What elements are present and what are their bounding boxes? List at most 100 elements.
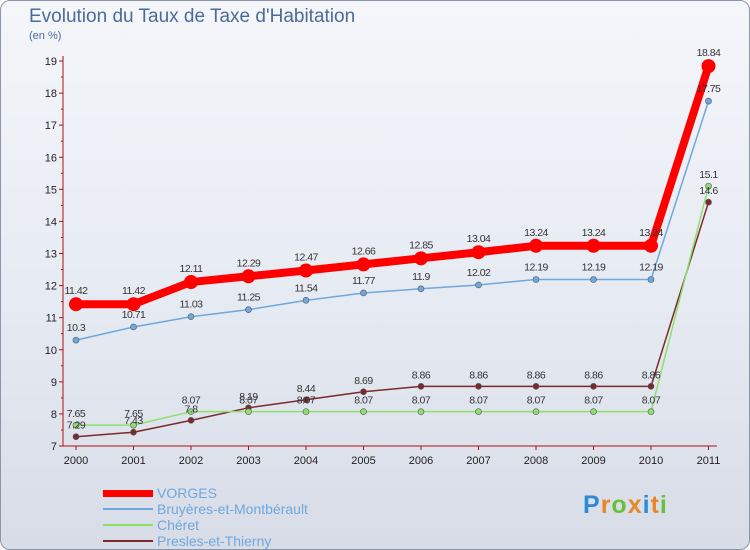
logo-letter: i bbox=[659, 491, 668, 519]
series-line-1 bbox=[75, 100, 710, 341]
legend-swatch bbox=[103, 524, 153, 526]
legend-label: Bruyères-et-Montbérault bbox=[157, 501, 308, 517]
data-label: 13.24 bbox=[524, 227, 548, 239]
data-point bbox=[590, 276, 597, 283]
y-tick-label: 7 bbox=[51, 441, 57, 453]
chart-legend: VORGES Bruyères-et-Montbérault Chéret Presl… bbox=[103, 485, 308, 549]
proxiti-logo: Proxiti bbox=[583, 491, 668, 520]
data-point bbox=[417, 285, 425, 293]
data-point bbox=[529, 238, 543, 253]
data-label: 11.25 bbox=[237, 292, 261, 304]
data-point bbox=[705, 97, 712, 105]
chart-unit: (en %) bbox=[29, 30, 62, 42]
data-label: 8.07 bbox=[584, 395, 603, 407]
data-label: 18.84 bbox=[697, 47, 721, 59]
data-label: 11.42 bbox=[122, 285, 146, 297]
series-line-2 bbox=[75, 185, 710, 426]
x-tick-label: 2002 bbox=[179, 455, 203, 467]
data-label: 11.77 bbox=[352, 275, 376, 287]
y-tick-label: 18 bbox=[45, 88, 57, 100]
data-label: 10.71 bbox=[122, 309, 146, 321]
x-tick-label: 2001 bbox=[121, 455, 145, 467]
data-label: 10.3 bbox=[67, 322, 86, 334]
data-label: 7.65 bbox=[67, 408, 86, 420]
data-label: 11.03 bbox=[180, 299, 204, 311]
data-label: 8.07 bbox=[297, 395, 316, 407]
data-label: 8.07 bbox=[412, 395, 431, 407]
data-point bbox=[72, 336, 80, 344]
data-point bbox=[590, 408, 597, 415]
data-point bbox=[299, 263, 313, 278]
data-point bbox=[647, 383, 655, 390]
data-point bbox=[414, 251, 428, 266]
x-tick-label: 2000 bbox=[64, 455, 88, 467]
data-point bbox=[475, 281, 482, 289]
legend-item: VORGES bbox=[103, 485, 308, 501]
data-label: 8.86 bbox=[469, 369, 488, 381]
data-label: 7.8 bbox=[184, 403, 198, 415]
data-point bbox=[532, 408, 540, 415]
legend-label: Chéret bbox=[157, 517, 200, 533]
y-tick-label: 16 bbox=[45, 152, 57, 164]
data-point bbox=[360, 408, 367, 415]
data-label: 11.42 bbox=[65, 285, 89, 297]
data-label: 8.86 bbox=[642, 369, 661, 381]
data-label: 12.29 bbox=[237, 257, 261, 269]
data-point bbox=[302, 396, 310, 404]
data-point bbox=[701, 59, 716, 74]
data-label: 12.19 bbox=[524, 261, 548, 273]
legend-swatch bbox=[103, 540, 153, 542]
data-point bbox=[302, 297, 310, 304]
data-label: 11.54 bbox=[295, 282, 319, 294]
data-point bbox=[69, 297, 83, 312]
data-point bbox=[360, 289, 367, 297]
data-label: 12.11 bbox=[180, 263, 204, 275]
data-label: 8.07 bbox=[469, 395, 488, 407]
data-label: 8.07 bbox=[239, 395, 258, 407]
logo-letter: t bbox=[650, 491, 660, 519]
x-tick-label: 2009 bbox=[581, 455, 605, 467]
data-label: 12.66 bbox=[352, 245, 376, 257]
data-point bbox=[187, 408, 195, 415]
data-point bbox=[532, 276, 540, 283]
data-label: 7.29 bbox=[67, 420, 86, 432]
data-label: 8.07 bbox=[182, 395, 201, 407]
y-tick-label: 12 bbox=[45, 281, 57, 293]
chart-title: Evolution du Taux de Taxe d'Habitation bbox=[29, 6, 356, 27]
legend-item: Bruyères-et-Montbérault bbox=[103, 501, 308, 517]
legend-item: Presles-et-Thierny bbox=[103, 533, 308, 549]
data-label: 8.86 bbox=[412, 369, 431, 381]
x-tick-label: 2011 bbox=[697, 455, 721, 467]
series-line-0 bbox=[72, 62, 713, 309]
y-tick-label: 15 bbox=[45, 184, 57, 196]
data-point bbox=[245, 306, 252, 313]
data-point bbox=[184, 275, 198, 290]
series-line-3 bbox=[75, 201, 710, 438]
legend-item: Chéret bbox=[103, 517, 308, 533]
x-tick-label: 2007 bbox=[466, 455, 490, 467]
data-label: 7.43 bbox=[124, 415, 143, 427]
data-point bbox=[705, 182, 712, 190]
data-label: 8.07 bbox=[642, 395, 661, 407]
data-point bbox=[647, 408, 655, 415]
data-label: 8.07 bbox=[354, 395, 373, 407]
data-point bbox=[130, 428, 137, 436]
x-tick-label: 2010 bbox=[639, 455, 663, 467]
data-point bbox=[245, 408, 252, 415]
data-label: 7.65 bbox=[124, 408, 143, 420]
logo-letter: i bbox=[642, 491, 651, 519]
data-label: 13.04 bbox=[467, 233, 491, 245]
x-tick-label: 2006 bbox=[409, 455, 433, 467]
data-label: 12.19 bbox=[582, 261, 606, 273]
x-tick-label: 2008 bbox=[524, 455, 548, 467]
legend-label: Presles-et-Thierny bbox=[157, 533, 272, 549]
logo-letter: x bbox=[627, 491, 643, 519]
logo-letter: r bbox=[600, 491, 612, 519]
legend-swatch bbox=[103, 508, 153, 510]
data-point bbox=[130, 323, 137, 331]
y-tick-label: 9 bbox=[51, 377, 57, 389]
data-label: 15.1 bbox=[699, 169, 718, 181]
x-tick-label: 2003 bbox=[236, 455, 260, 467]
